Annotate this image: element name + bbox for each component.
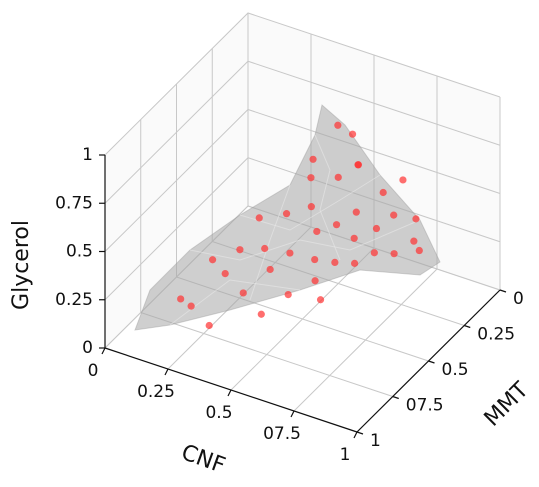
point [415,246,423,255]
point [286,249,294,257]
point [313,227,321,236]
point [221,270,229,278]
x-tick-label: 1 [340,445,351,465]
grid-line [104,157,501,301]
x-tick-label: 0 [88,361,99,381]
point [352,208,360,216]
point [266,265,274,274]
point [316,296,325,304]
point [332,221,341,229]
point [187,302,195,310]
point [350,234,358,242]
hull-facets [169,134,421,326]
y-tick-label: 0.25 [477,325,515,345]
point [390,250,398,258]
point [331,258,339,266]
x-axis-title: CNF [178,440,228,479]
point [370,249,378,257]
point [390,211,398,219]
z-tick-label: 0.75 [55,193,93,213]
y-tick [356,431,364,435]
z-tick-label: 0.5 [66,242,93,262]
point [351,259,359,267]
y-tick [499,289,507,293]
y-axis-title: MMT [480,377,534,431]
grid-line [104,12,501,156]
y-tick [428,360,435,364]
y-axis [356,289,501,433]
x-tick [164,368,169,376]
y-tick [392,395,399,400]
point [334,121,342,129]
y-tick-label: 0 [513,289,524,309]
point [307,203,315,211]
point [177,295,185,303]
z-tick-label: 0 [82,338,93,358]
point [348,130,357,138]
y-tick-label: 07.5 [406,396,444,416]
x-tick-label: 07.5 [263,424,301,444]
point [311,255,319,264]
point [379,188,387,197]
x-axis [104,347,358,433]
x-tick [227,389,232,397]
point [205,321,213,330]
x-tick-label: 0.25 [137,382,175,402]
point [307,174,315,182]
point [354,161,363,169]
point [257,310,265,318]
point [261,244,269,253]
x-tick [353,431,358,439]
point [334,173,342,181]
point [410,237,418,245]
points [177,121,423,330]
point [311,277,319,285]
grid-line [104,108,501,252]
point [282,210,291,218]
y-tick-label: 0.5 [442,360,469,380]
point [209,256,217,264]
x-tick [290,410,295,418]
x-tick-label: 0.5 [205,403,232,423]
z-axis-title: Glycerol [9,220,34,310]
y-tick [464,324,471,329]
point [239,289,247,297]
z-tick-label: 1 [82,145,93,165]
y-tick-label: 1 [370,431,381,451]
point [399,176,407,184]
point [284,291,292,299]
x-tick [101,347,106,355]
point [372,224,381,233]
point [255,214,263,222]
point [236,246,244,254]
z-tick-label: 0.25 [55,290,93,310]
point [309,155,317,163]
grid-line [104,60,501,204]
point [412,215,420,223]
